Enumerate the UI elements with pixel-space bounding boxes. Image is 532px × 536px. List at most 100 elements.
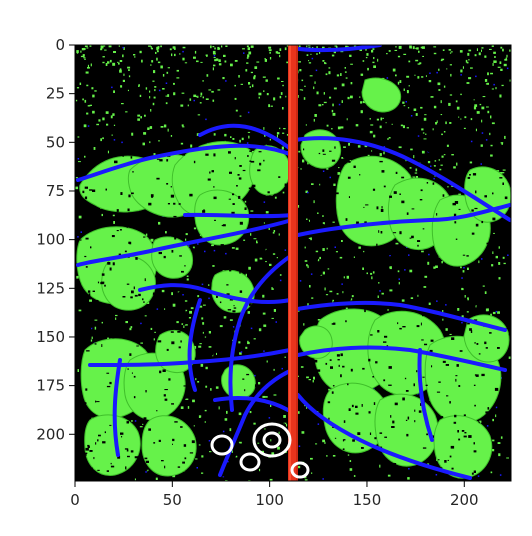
texture-hole bbox=[426, 433, 428, 436]
texture-hole bbox=[239, 221, 243, 225]
texture-hole bbox=[306, 249, 309, 252]
texture-hole bbox=[501, 357, 504, 360]
speckle-dot bbox=[253, 422, 256, 425]
speckle-dot bbox=[262, 312, 266, 315]
texture-hole bbox=[504, 449, 507, 452]
texture-hole bbox=[325, 362, 328, 365]
speckle-dot bbox=[448, 102, 451, 106]
speckle-dot bbox=[180, 104, 184, 107]
speckle-dot bbox=[125, 321, 128, 324]
speckle-dot bbox=[412, 176, 416, 178]
texture-hole bbox=[191, 469, 193, 471]
speckle-dot bbox=[254, 258, 258, 262]
speckle-dot bbox=[264, 58, 266, 60]
speckle-dot bbox=[502, 169, 506, 171]
speckle-dot bbox=[410, 148, 413, 151]
texture-hole bbox=[471, 472, 474, 475]
texture-hole bbox=[257, 239, 259, 242]
texture-hole bbox=[298, 199, 300, 203]
speckle-dot bbox=[341, 83, 345, 87]
texture-hole bbox=[418, 151, 422, 154]
texture-hole bbox=[76, 421, 79, 423]
speckle-dot bbox=[285, 95, 287, 98]
speckle-dot bbox=[433, 177, 435, 180]
speckle-dot bbox=[245, 273, 247, 277]
speckle-dot bbox=[107, 337, 109, 340]
texture-hole bbox=[140, 324, 143, 326]
texture-hole bbox=[124, 149, 129, 151]
speckle-dot bbox=[180, 406, 184, 409]
speckle-dot bbox=[139, 94, 142, 97]
texture-hole bbox=[337, 359, 340, 361]
speckle-dot bbox=[200, 61, 203, 63]
texture-hole bbox=[213, 341, 217, 343]
speckle-dot bbox=[319, 51, 321, 54]
speckle-dot bbox=[129, 327, 132, 331]
speckle-dot bbox=[94, 319, 98, 321]
speckle-dot bbox=[490, 115, 492, 119]
speckle-dot bbox=[495, 406, 498, 409]
texture-hole bbox=[427, 282, 431, 284]
texture-hole bbox=[180, 340, 182, 343]
speckle-dot bbox=[490, 144, 493, 147]
speckle-dot bbox=[274, 196, 277, 199]
speckle-dot bbox=[80, 50, 82, 53]
speckle-dot bbox=[277, 446, 280, 450]
flower-region bbox=[210, 434, 234, 456]
leaf-region bbox=[361, 77, 402, 113]
speckle-dot bbox=[188, 245, 190, 247]
texture-hole bbox=[303, 148, 305, 151]
texture-hole bbox=[452, 202, 456, 206]
speckle-dot bbox=[498, 262, 501, 265]
speckle-dot bbox=[212, 46, 215, 48]
speckle-dot bbox=[395, 242, 399, 245]
speckle-dot bbox=[263, 222, 265, 224]
speckle-dot bbox=[173, 82, 175, 85]
speckle-dot bbox=[486, 106, 489, 108]
texture-hole bbox=[272, 286, 275, 289]
speckle-dot bbox=[306, 218, 308, 220]
speckle-dot bbox=[275, 51, 279, 54]
speckle-dot bbox=[223, 54, 226, 57]
speckle-dot bbox=[332, 299, 334, 303]
texture-hole bbox=[214, 309, 218, 312]
texture-hole bbox=[116, 209, 119, 212]
speckle-dot bbox=[149, 141, 151, 144]
speckle-dot bbox=[324, 62, 327, 65]
texture-hole bbox=[184, 457, 187, 460]
speckle-dot bbox=[121, 141, 123, 144]
stem-region bbox=[187, 298, 202, 392]
texture-hole bbox=[152, 233, 154, 237]
texture-hole bbox=[178, 286, 182, 289]
texture-hole bbox=[207, 400, 209, 402]
texture-hole bbox=[454, 414, 457, 418]
texture-hole bbox=[214, 219, 216, 221]
speckle-dot bbox=[316, 46, 318, 48]
speckle-dot bbox=[204, 421, 206, 423]
texture-hole bbox=[497, 440, 500, 442]
speckle-dot bbox=[272, 253, 276, 255]
texture-hole bbox=[257, 444, 259, 447]
texture-hole bbox=[225, 318, 229, 320]
texture-hole bbox=[432, 182, 435, 185]
speckle-dot bbox=[448, 49, 452, 51]
texture-hole bbox=[122, 219, 126, 223]
texture-hole bbox=[434, 478, 438, 480]
speckle-dot bbox=[398, 146, 402, 149]
speckle-dot bbox=[314, 114, 317, 117]
texture-hole bbox=[318, 418, 320, 421]
texture-hole bbox=[318, 214, 322, 217]
speckle-dot bbox=[408, 85, 410, 87]
texture-hole bbox=[273, 398, 277, 401]
texture-hole bbox=[110, 462, 112, 465]
speckle-dot bbox=[212, 99, 215, 102]
texture-hole bbox=[183, 323, 185, 326]
speckle-dot bbox=[247, 311, 250, 314]
speckle-dot bbox=[80, 55, 84, 58]
speckle-dot bbox=[430, 96, 434, 98]
speckle-dot bbox=[78, 161, 81, 163]
texture-hole bbox=[248, 362, 250, 365]
speckle-dot bbox=[481, 258, 483, 260]
speckle-dot bbox=[240, 351, 243, 353]
speckle-dot bbox=[197, 381, 200, 383]
